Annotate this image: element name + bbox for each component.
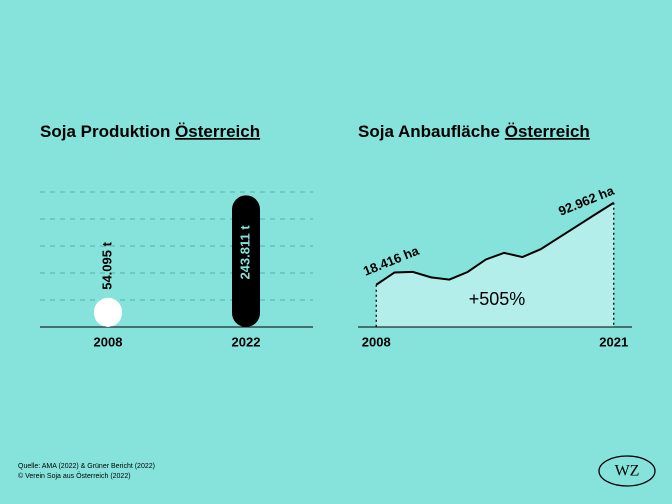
annotation: +505% bbox=[469, 289, 526, 309]
source: Quelle: AMA (2022) & Grüner Bericht (202… bbox=[18, 463, 155, 470]
area bbox=[376, 202, 614, 327]
x-tick-label: 2021 bbox=[599, 334, 628, 349]
title-highlight: Österreich bbox=[505, 122, 590, 141]
chart-title: Soja Anbaufläche Österreich bbox=[358, 122, 590, 141]
title-main: Soja Anbaufläche bbox=[358, 122, 500, 141]
x-tick-label: 2022 bbox=[232, 334, 261, 349]
x-tick-label: 2008 bbox=[94, 334, 123, 349]
title-highlight: Österreich bbox=[175, 122, 260, 141]
value-label: 54.095 t bbox=[99, 241, 114, 289]
chart-title: Soja Produktion Österreich bbox=[40, 122, 260, 141]
title-main: Soja Produktion bbox=[40, 122, 170, 141]
x-tick-label: 2008 bbox=[362, 334, 391, 349]
logo: WZ bbox=[615, 463, 640, 480]
value-label: 243.811 t bbox=[237, 225, 252, 280]
bar bbox=[232, 195, 260, 327]
bar bbox=[94, 297, 122, 327]
line bbox=[375, 201, 615, 286]
copyright: © Verein Soja aus Österreich (2022) bbox=[18, 472, 131, 480]
logo-frame bbox=[598, 455, 656, 487]
